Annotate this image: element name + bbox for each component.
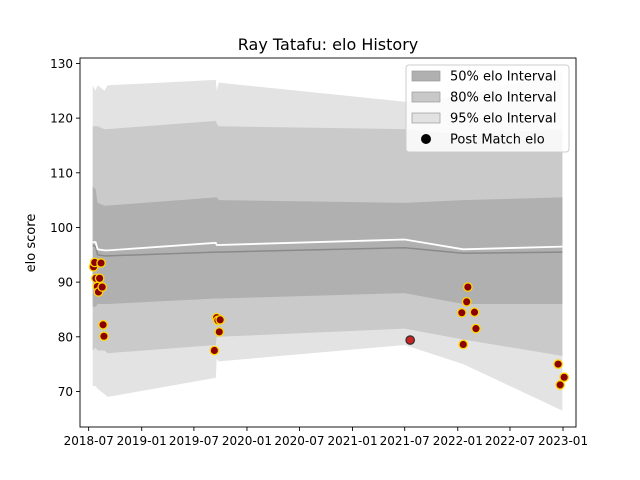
x-tick-label: 2018-07: [64, 434, 114, 448]
post-match-point: [458, 339, 469, 350]
band-50: [92, 186, 563, 307]
legend-swatch: [411, 112, 441, 124]
y-axis-label: elo score: [24, 214, 39, 273]
post-match-point: [99, 331, 109, 342]
x-tick-label: 2023-01: [538, 434, 588, 448]
x-tick-label: 2020-07: [274, 434, 324, 448]
post-match-point-highlight: [405, 335, 416, 345]
legend: 50% elo Interval 80% elo Interval 95% elo …: [405, 64, 570, 153]
x-tick-label: 2019-07: [169, 434, 219, 448]
x-tick-label: 2021-07: [380, 434, 430, 448]
legend-box: [405, 64, 570, 153]
x-tick-label: 2022-01: [433, 434, 483, 448]
post-match-point: [461, 296, 472, 307]
x-tick-label: 2021-01: [327, 434, 377, 448]
x-tick-label: 2020-01: [222, 434, 272, 448]
post-match-point: [98, 319, 108, 330]
legend-label: Post Match elo: [450, 133, 545, 148]
chart-title: Ray Tatafu: elo History: [238, 35, 418, 54]
post-match-point: [555, 380, 565, 390]
post-match-point: [215, 315, 225, 325]
y-tick-label: 100: [50, 221, 73, 235]
post-match-point: [456, 307, 467, 318]
median-line: [92, 244, 563, 257]
legend-marker: [421, 134, 431, 144]
y-tick-label: 110: [50, 166, 73, 180]
post-match-point: [463, 282, 473, 292]
post-match-point: [97, 282, 108, 292]
plot-area: [88, 71, 570, 411]
plot-content: [88, 71, 570, 411]
y-tick-label: 130: [50, 57, 73, 71]
post-match-point: [209, 345, 220, 356]
y-tick-label: 90: [58, 276, 73, 290]
post-match-point: [469, 307, 480, 318]
y-tick-label: 120: [50, 112, 73, 126]
post-match-point: [94, 273, 105, 284]
post-match-point: [96, 258, 106, 268]
post-match-point: [214, 327, 225, 337]
legend-swatch: [411, 70, 441, 82]
x-tick-label: 2019-01: [117, 434, 167, 448]
legend-label: 95% elo Interval: [450, 112, 557, 127]
post-match-point: [553, 359, 563, 369]
axes: 2018-07 2019-01 2019-07 2020-01 2020-07 2021-…: [50, 57, 588, 448]
y-tick-label: 70: [58, 385, 73, 399]
y-tick-label: 80: [58, 330, 73, 344]
mean-line: [92, 238, 563, 252]
legend-label: 50% elo Interval: [450, 70, 557, 85]
legend-swatch: [411, 91, 441, 103]
x-tick-label: 2022-07: [485, 434, 535, 448]
legend-label: 80% elo Interval: [450, 91, 557, 106]
post-match-point: [471, 323, 481, 334]
axes-frame: [79, 57, 577, 428]
post-match-point: [559, 372, 570, 383]
